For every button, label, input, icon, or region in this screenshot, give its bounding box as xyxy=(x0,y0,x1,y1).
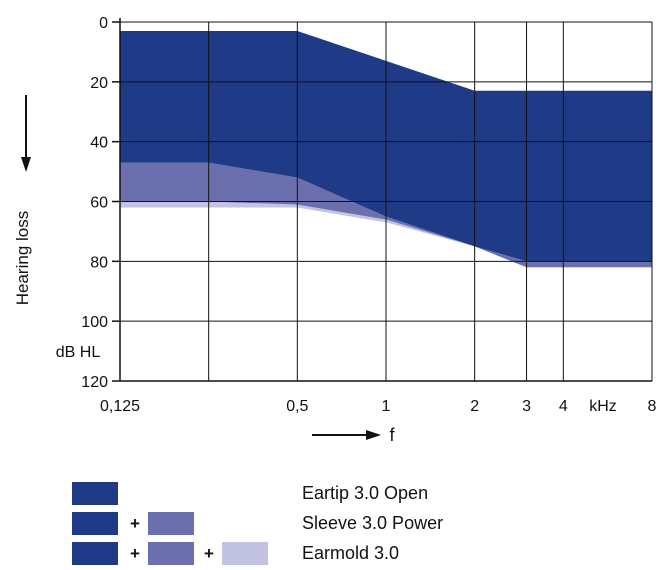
legend-plus: + xyxy=(204,542,214,565)
legend-plus: + xyxy=(130,512,140,535)
legend-swatch xyxy=(222,542,268,565)
x-tick-label: 8 xyxy=(648,398,657,415)
y-tick-label: 120 xyxy=(81,374,108,391)
legend-swatch xyxy=(72,542,118,565)
x-tick-label: 1 xyxy=(382,398,391,415)
y-unit-label: dB HL xyxy=(56,344,101,361)
legend-item: + + Earmold 3.0 xyxy=(72,540,632,570)
legend-label: Earmold 3.0 xyxy=(302,540,399,566)
x-tick-label: 3 xyxy=(522,398,531,415)
legend-swatch xyxy=(148,542,194,565)
legend-swatch xyxy=(72,482,118,505)
x-axis-title: f xyxy=(312,425,395,445)
y-tick-label: 80 xyxy=(90,254,108,271)
y-tick-label: 100 xyxy=(81,314,108,331)
legend-label: Eartip 3.0 Open xyxy=(302,480,428,506)
y-tick-labels: 0 20 40 60 80 100 120 xyxy=(81,15,120,391)
y-tick-label: 0 xyxy=(99,15,108,32)
y-axis-title: Hearing loss xyxy=(13,95,32,305)
legend: Eartip 3.0 Open + Sleeve 3.0 Power + + Earmol… xyxy=(72,480,632,570)
x-tick-label: 0,5 xyxy=(286,398,308,415)
x-tick-label: 4 xyxy=(559,398,568,415)
y-axis-label: Hearing loss xyxy=(13,211,32,306)
legend-label: Sleeve 3.0 Power xyxy=(302,510,443,536)
y-tick-label: 40 xyxy=(90,135,108,152)
x-unit-label: kHz xyxy=(589,398,617,415)
y-axis-arrow-head xyxy=(21,157,31,172)
x-tick-label: 2 xyxy=(470,398,479,415)
x-tick-label: 0,125 xyxy=(100,398,140,415)
y-tick-label: 20 xyxy=(90,75,108,92)
legend-swatch xyxy=(72,512,118,535)
legend-item: + Sleeve 3.0 Power xyxy=(72,510,632,540)
x-tick-labels: 0,125 0,5 1 2 3 4 8 xyxy=(100,398,657,415)
legend-plus: + xyxy=(130,542,140,565)
legend-item: Eartip 3.0 Open xyxy=(72,480,632,510)
y-tick-label: 60 xyxy=(90,195,108,212)
x-axis-arrow-head xyxy=(366,430,381,440)
x-axis-label: f xyxy=(389,425,395,445)
legend-swatch xyxy=(148,512,194,535)
